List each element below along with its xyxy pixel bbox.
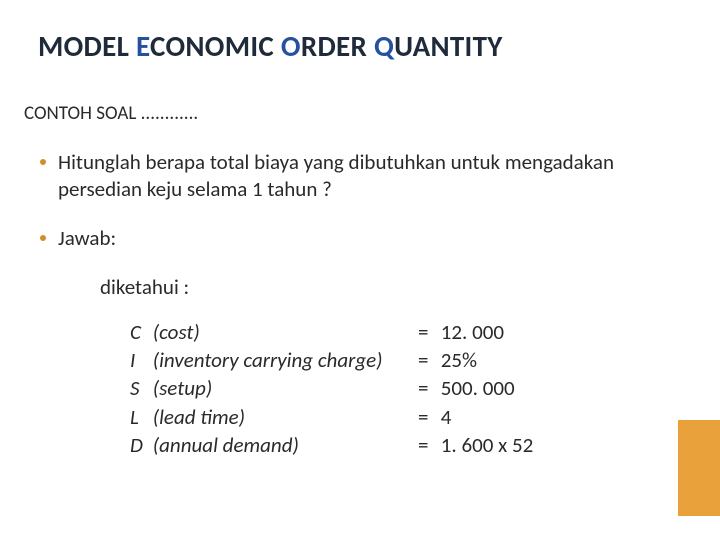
var-desc: (cost) xyxy=(153,319,200,345)
slide-title: MODEL ECONOMIC ORDER QUANTITY xyxy=(38,28,682,64)
var-row: I (inventory carrying charge) xyxy=(130,346,410,374)
var-symbol: I xyxy=(130,346,148,374)
var-value: 4 xyxy=(441,404,452,430)
bullet-answer: Jawab: xyxy=(40,225,682,252)
var-desc: (inventory carrying charge) xyxy=(153,347,383,373)
var-row: C (cost) xyxy=(130,318,410,346)
title-word-economic: ECONOMIC xyxy=(136,28,274,64)
bullet-answer-text: Jawab: xyxy=(58,225,116,252)
variables-values: = 12. 000 = 25% = 500. 000 = 4 = 1. 600 … xyxy=(418,318,533,460)
var-symbol: D xyxy=(130,431,148,459)
eq-sign: = xyxy=(418,346,436,374)
eq-sign: = xyxy=(418,318,436,346)
var-value: 1. 600 x 52 xyxy=(441,432,534,458)
var-row: = 25% xyxy=(418,346,533,374)
var-desc: (annual demand) xyxy=(153,432,299,458)
eq-sign: = xyxy=(418,403,436,431)
var-symbol: L xyxy=(130,403,148,431)
eq-sign: = xyxy=(418,431,436,459)
var-row: S (setup) xyxy=(130,374,410,402)
bullet-question: Hitunglah berapa total biaya yang dibutu… xyxy=(40,149,682,203)
bullet-dot-icon xyxy=(40,235,46,241)
bullet-dot-icon xyxy=(40,159,46,165)
var-row: = 4 xyxy=(418,403,533,431)
var-desc: (lead time) xyxy=(153,404,245,430)
rest-quantity: UANTITY xyxy=(394,28,502,64)
var-value: 12. 000 xyxy=(441,319,504,345)
var-symbol: C xyxy=(130,318,148,346)
title-word-quantity: QUANTITY xyxy=(374,28,503,64)
diketahui-label: diketahui : xyxy=(100,274,682,300)
var-desc: (setup) xyxy=(153,375,212,401)
var-row: = 1. 600 x 52 xyxy=(418,431,533,459)
var-row: = 500. 000 xyxy=(418,374,533,402)
rest-economic: CONOMIC xyxy=(150,28,274,64)
var-row: L (lead time) xyxy=(130,403,410,431)
title-word-order: ORDER xyxy=(281,28,367,64)
var-row: = 12. 000 xyxy=(418,318,533,346)
variables-symbols: C (cost) I (inventory carrying charge) S… xyxy=(130,318,410,460)
var-row: D (annual demand) xyxy=(130,431,410,459)
var-value: 500. 000 xyxy=(441,375,515,401)
subheader: CONTOH SOAL ............ xyxy=(24,102,682,125)
var-symbol: S xyxy=(130,374,148,402)
variables-block: C (cost) I (inventory carrying charge) S… xyxy=(130,318,682,460)
var-value: 25% xyxy=(441,347,477,373)
accent-o: O xyxy=(281,28,301,64)
bullet-question-text: Hitunglah berapa total biaya yang dibutu… xyxy=(58,149,682,203)
eq-sign: = xyxy=(418,374,436,402)
accent-bar xyxy=(678,420,720,516)
title-word-model: MODEL xyxy=(38,28,129,64)
rest-order: RDER xyxy=(301,28,367,64)
slide: MODEL ECONOMIC ORDER QUANTITY CONTOH SOA… xyxy=(0,0,720,540)
accent-e: E xyxy=(136,28,150,64)
accent-q: Q xyxy=(374,28,394,64)
